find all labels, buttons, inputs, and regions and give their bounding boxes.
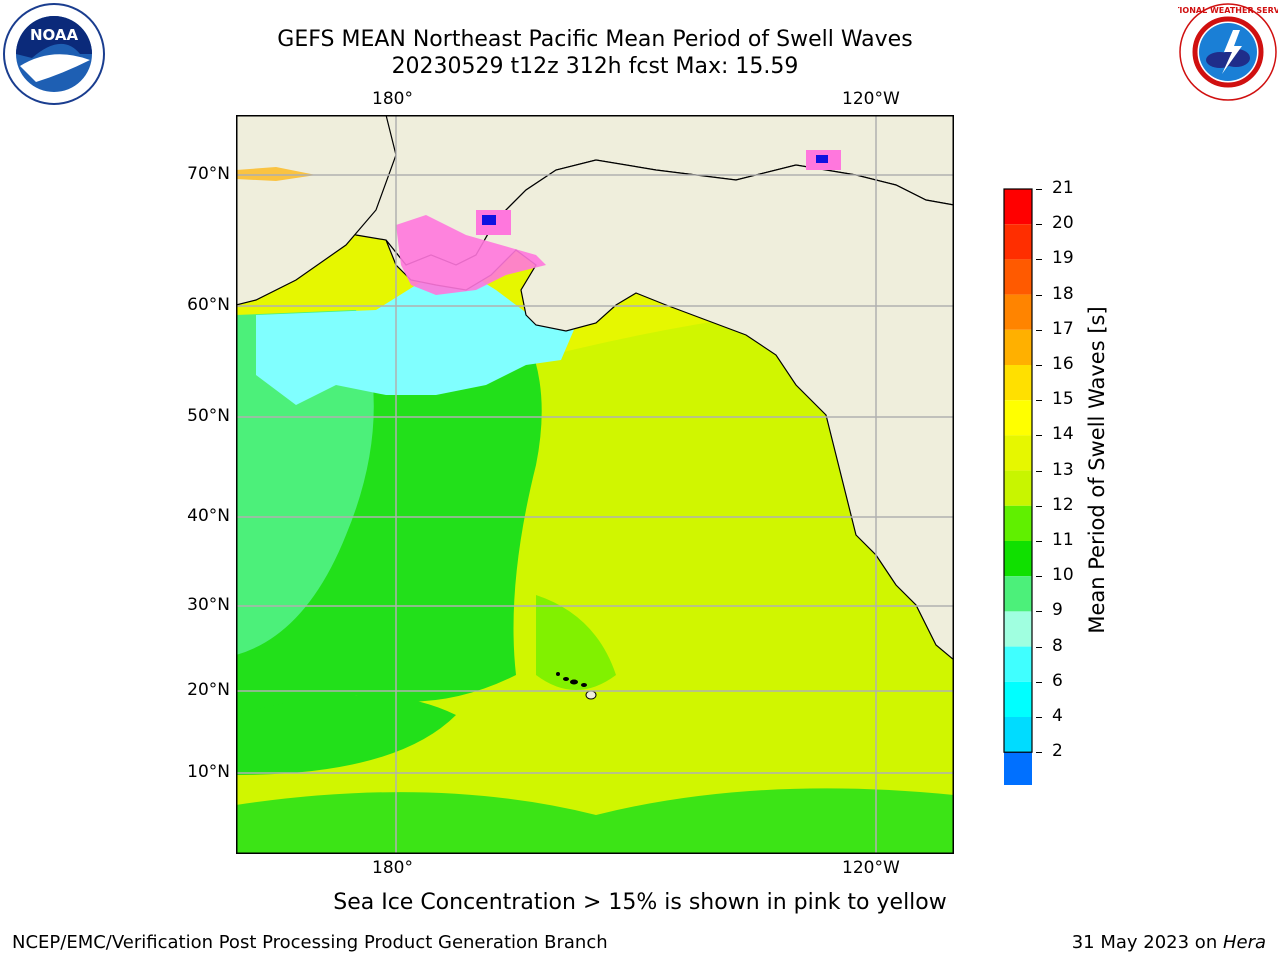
- colorbar-segment: [1004, 470, 1032, 506]
- sea-ice-low-period-beaufort: [816, 155, 828, 163]
- colorbar-tick: [1036, 294, 1042, 296]
- lon-label-top-180: 180°: [372, 89, 413, 109]
- field-green-equatorial: [236, 788, 954, 854]
- colorbar-segment: [1004, 646, 1032, 682]
- colorbar-tick-label: 13: [1052, 459, 1074, 480]
- swell-period-map: [236, 115, 954, 854]
- colorbar-tick-label: 8: [1052, 635, 1063, 656]
- colorbar-tick: [1036, 329, 1042, 331]
- colorbar-segment: [1004, 681, 1032, 717]
- colorbar-outline: [1003, 188, 1033, 753]
- sea-ice-caption: Sea Ice Concentration > 15% is shown in …: [333, 890, 947, 915]
- colorbar-tick-label: 2: [1052, 741, 1063, 762]
- sea-ice-chukchi: [236, 167, 316, 181]
- colorbar-tick: [1036, 470, 1042, 472]
- colorbar-tick-label: 16: [1052, 354, 1074, 374]
- chart-subtitle: 20230529 t12z 312h fcst Max: 15.59: [391, 54, 799, 79]
- colorbar-tick-label: 14: [1052, 424, 1074, 445]
- colorbar-tick-label: 19: [1052, 248, 1074, 269]
- colorbar-tick-label: 11: [1052, 530, 1074, 550]
- colorbar-tick-label: 4: [1052, 706, 1063, 726]
- nws-logo-text: NATIONAL WEATHER SERVICE: [1178, 6, 1278, 15]
- lat-label-50n: 50°N: [187, 406, 230, 426]
- colorbar-segment: [1004, 259, 1032, 295]
- colorbar-segment: [1004, 224, 1032, 260]
- national-weather-service-logo-icon: NATIONAL WEATHER SERVICE: [1178, 3, 1278, 101]
- colorbar-tick: [1036, 189, 1042, 190]
- colorbar-tick: [1036, 717, 1042, 718]
- colorbar-segment: [1004, 717, 1032, 753]
- colorbar-tick: [1036, 752, 1042, 754]
- colorbar-segment: [1004, 611, 1032, 647]
- colorbar-segment: [1004, 576, 1032, 612]
- lat-label-30n: 30°N: [187, 595, 230, 615]
- sea-ice-bering: [396, 215, 546, 295]
- colorbar-tick: [1036, 611, 1042, 613]
- map-gridlines: [236, 115, 954, 854]
- footer-date-text: 31 May 2023 on: [1071, 932, 1223, 953]
- colorbar-segment: [1004, 365, 1032, 401]
- lat-label-70n: 70°N: [187, 164, 230, 184]
- colorbar-segment: [1004, 329, 1032, 365]
- colorbar-tick-label: 9: [1052, 600, 1063, 621]
- colorbar-tick: [1036, 541, 1042, 542]
- colorbar-tick: [1036, 646, 1042, 648]
- footer-date: 31 May 2023 on Hera: [1072, 932, 1266, 953]
- colorbar-tick-label: 17: [1052, 318, 1074, 339]
- field-green-south: [236, 695, 456, 775]
- colorbar-segment: [1004, 400, 1032, 436]
- footer-host: Hera: [1222, 932, 1266, 953]
- colorbar-segment: [1004, 752, 1032, 785]
- colorbar-tick-label: 12: [1052, 494, 1074, 515]
- colorbar-segment: [1004, 505, 1032, 541]
- map-frame: [236, 115, 954, 854]
- colorbar-tick: [1036, 505, 1042, 507]
- lat-label-20n: 20°N: [187, 680, 230, 700]
- sea-ice-low-period-bering: [482, 215, 496, 225]
- chart-title: GEFS MEAN Northeast Pacific Mean Period …: [277, 27, 913, 52]
- field-light-green: [236, 310, 374, 655]
- land-north-america: [385, 159, 954, 661]
- colorbar-tick: [1036, 576, 1042, 578]
- land-siberia: [236, 115, 397, 306]
- footer-producer: NCEP/EMC/Verification Post Processing Pr…: [12, 932, 608, 953]
- colorbar-tick-label: 18: [1052, 283, 1074, 304]
- lat-label-40n: 40°N: [187, 506, 230, 526]
- noaa-logo-icon: NOAA: [3, 3, 105, 105]
- field-green-hawaii: [536, 595, 616, 690]
- lon-label-bottom-180: 180°: [372, 858, 413, 878]
- colorbar-tick: [1036, 224, 1042, 226]
- colorbar-segment: [1004, 541, 1032, 577]
- colorbar-segment: [1004, 189, 1032, 225]
- colorbar-tick: [1036, 435, 1042, 437]
- colorbar-tick-label: 21: [1052, 178, 1074, 198]
- noaa-logo-text: NOAA: [30, 26, 79, 44]
- colorbar-tick: [1036, 365, 1042, 366]
- colorbar: [1003, 188, 1033, 785]
- lat-label-60n: 60°N: [187, 295, 230, 315]
- colorbar-segment: [1004, 294, 1032, 330]
- field-cyan-gulf: [526, 320, 576, 365]
- lat-label-10n: 10°N: [187, 762, 230, 782]
- colorbar-tick-label: 10: [1052, 565, 1074, 586]
- colorbar-tick-label: 6: [1052, 670, 1063, 691]
- field-cyan-bering: [256, 265, 576, 405]
- colorbar-tick: [1036, 259, 1042, 261]
- lon-label-bottom-120w: 120°W: [842, 858, 900, 878]
- colorbar-segment: [1004, 435, 1032, 471]
- colorbar-title: Mean Period of Swell Waves [s]: [1085, 306, 1109, 634]
- colorbar-tick-label: 20: [1052, 213, 1074, 234]
- colorbar-tick-label: 15: [1052, 389, 1074, 410]
- hawaii-islands: [556, 672, 597, 700]
- colorbar-tick: [1036, 681, 1042, 683]
- lon-label-top-120w: 120°W: [842, 89, 900, 109]
- colorbar-tick: [1036, 400, 1042, 402]
